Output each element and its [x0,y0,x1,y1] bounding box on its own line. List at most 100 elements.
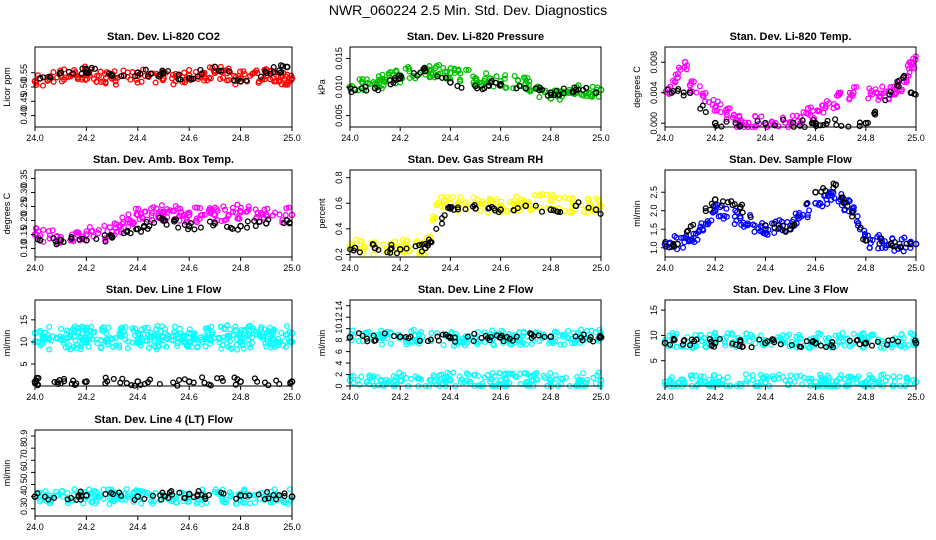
series-point [862,337,870,344]
data-point [68,235,75,242]
data-point [284,81,291,88]
data-point [739,343,746,351]
data-point [841,376,848,383]
data-point [491,372,499,380]
data-point [849,213,856,220]
data-point [238,326,245,334]
data-point [78,76,85,83]
data-point [355,337,362,345]
series-point [421,244,429,252]
data-point [565,327,572,334]
data-point [882,97,889,104]
series-point [434,199,442,207]
data-point [705,381,712,388]
data-point [176,489,183,496]
data-point [697,373,704,380]
series-point [686,81,694,89]
data-point [585,204,592,211]
data-point [181,79,189,86]
data-point [559,331,566,338]
x-tick-label: 24.2 [706,133,724,143]
data-point [102,79,109,86]
data-point [403,375,410,382]
x-tick-label: 24.8 [232,392,250,402]
data-point [736,343,743,350]
data-point [877,344,884,351]
data-point [363,87,370,94]
data-point [70,333,77,340]
y-tick-label: 0.8 [334,171,344,184]
data-point [350,372,357,379]
data-point [218,67,225,74]
data-point [97,491,104,499]
x-tick-label: 24.0 [26,522,44,532]
series-point [547,197,555,205]
data-point [450,206,457,213]
data-point [777,341,784,348]
y-tick-label: 2 [334,372,344,377]
data-point [93,235,100,243]
data-point [866,244,873,252]
y-tick-label: 0.2 [334,248,344,261]
data-point [64,489,71,497]
data-point [712,104,719,111]
series-point [351,86,359,94]
plot-frame [34,46,293,128]
data-point [477,207,484,214]
series-point [371,84,379,92]
data-point [792,340,799,347]
data-point [909,331,916,338]
x-tick-label: 24.4 [129,522,147,532]
x-tick-label: 24.0 [341,392,359,402]
data-point [232,327,239,334]
data-point [680,376,687,383]
y-tick-label: 10 [334,324,344,334]
series-point [472,82,479,90]
data-point [412,243,419,250]
data-point [59,487,66,495]
data-point [841,207,848,214]
data-point [145,344,152,351]
data-point [273,78,280,85]
data-point [756,336,763,343]
data-point [426,376,433,384]
data-point [700,373,707,380]
data-point [566,209,573,216]
data-point [54,335,61,342]
data-point [378,77,385,84]
y-tick-label: 12 [334,312,344,322]
data-point [233,495,240,502]
series-point [862,378,870,386]
data-point [836,339,843,346]
data-point [874,379,881,386]
data-point [561,341,568,348]
data-point [243,77,250,84]
series-point [862,236,870,244]
y-tick-label: 0.3 [19,502,29,515]
data-point [241,499,248,507]
data-point [95,230,102,237]
data-point [172,216,179,223]
data-point [481,329,488,336]
data-point [510,207,517,214]
data-point [876,240,883,247]
data-point [88,64,95,71]
series-point [849,89,857,97]
data-point [232,323,239,330]
data-point [151,219,158,226]
data-point [174,205,181,212]
data-point [38,340,46,347]
y-tick-label: 0.008 [649,51,659,74]
data-point [456,373,463,380]
data-point [282,343,290,351]
data-point [795,212,802,219]
data-point [425,240,432,247]
y-tick-label: 14 [334,301,344,311]
data-point [358,85,365,92]
data-point [168,75,176,82]
data-point [127,76,134,83]
data-point [46,335,53,342]
data-point [244,336,252,343]
data-point [236,332,243,339]
data-point [229,204,236,211]
